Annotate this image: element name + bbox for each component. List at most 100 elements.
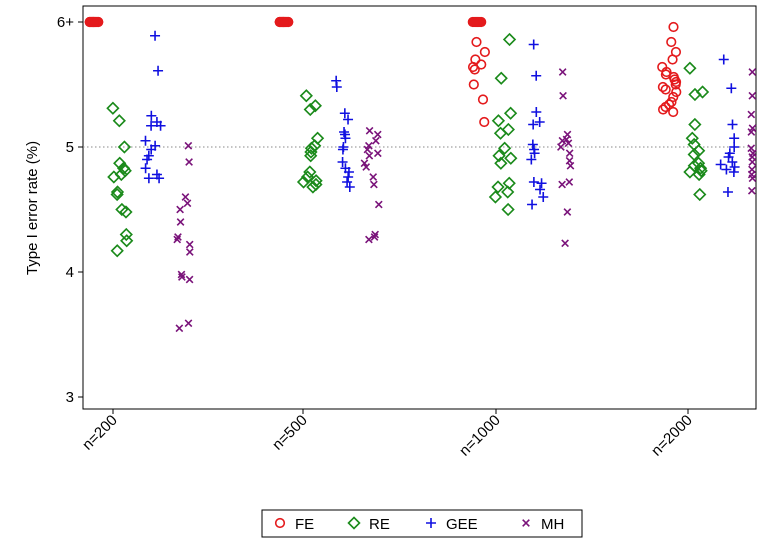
fe-point [668, 106, 679, 118]
mh-point [362, 163, 371, 171]
re-point [491, 114, 506, 128]
y-axis-label: Type I error rate (%) [24, 141, 41, 275]
gee-point [536, 178, 547, 189]
gee-point [722, 187, 733, 197]
mh-point [565, 178, 574, 186]
gee-point [528, 119, 539, 130]
gee-point [339, 127, 350, 137]
mh-point [178, 273, 186, 281]
fe-point [667, 54, 678, 65]
gee-point [343, 114, 354, 125]
x-tick-label: n=500 [269, 412, 311, 454]
mh-point [557, 143, 565, 151]
gee-point [527, 139, 538, 150]
re-point [503, 106, 518, 120]
gee-point [343, 172, 354, 182]
fe-point [278, 16, 289, 28]
gee-point [142, 154, 153, 165]
gee-point [140, 163, 151, 174]
mh-point [369, 173, 378, 181]
mh-point [566, 161, 575, 170]
mh-point [561, 239, 569, 248]
mh-point [181, 193, 190, 201]
fe-point [666, 96, 677, 108]
gee-point [528, 39, 539, 50]
legend-fe-icon [274, 517, 286, 529]
legend-label: GEE [446, 516, 478, 533]
fe-point [660, 84, 671, 95]
gee-point [715, 159, 726, 170]
re-point [303, 165, 317, 179]
mh-point [558, 180, 566, 189]
fe-point [479, 46, 490, 58]
mh-point [365, 126, 374, 135]
re-point [502, 32, 517, 47]
mh-point [371, 230, 380, 239]
mh-point [185, 158, 193, 166]
re-point [683, 61, 697, 75]
re-point [695, 85, 710, 99]
y-tick-label: 6+ [57, 14, 74, 31]
legend-label: RE [369, 516, 390, 533]
y-tick-label: 3 [66, 389, 74, 406]
gee-point [155, 120, 166, 131]
re-point [492, 149, 506, 163]
re-point [304, 141, 319, 155]
re-point [694, 164, 708, 178]
re-point [688, 87, 702, 102]
fe-point [479, 116, 490, 128]
re-point [497, 141, 512, 155]
fe-point [670, 79, 681, 90]
fe-point [476, 16, 487, 28]
re-point [119, 205, 133, 219]
mh-point [747, 128, 756, 136]
gee-point [344, 182, 355, 192]
legend-label: FE [295, 516, 314, 533]
re-point [309, 174, 323, 188]
re-point [685, 131, 699, 145]
re-point [493, 126, 508, 140]
gee-point [728, 167, 739, 177]
gee-point [146, 110, 157, 121]
mh-point [176, 218, 185, 226]
y-axis: 3 4 5 6+ [57, 14, 83, 406]
legend-label: MH [541, 516, 564, 533]
y-tick-label: 5 [66, 139, 74, 156]
gee-point [721, 164, 732, 175]
re-point [688, 117, 702, 132]
re-point [106, 101, 120, 115]
re-point [501, 185, 515, 199]
fe-point [660, 101, 671, 113]
mh-point [173, 235, 182, 244]
mh-point [559, 91, 567, 100]
re-point [304, 149, 318, 163]
re-point [693, 161, 708, 175]
mh-point [365, 235, 373, 244]
fe-point [668, 91, 679, 103]
y-tick-label: 4 [66, 264, 74, 281]
gee-point [343, 167, 354, 177]
fe-point [668, 21, 679, 33]
mh-point [370, 233, 379, 241]
x-tick-label: n=2000 [648, 412, 696, 460]
re-point [110, 187, 124, 202]
gee-point [339, 108, 350, 119]
fe-point [477, 94, 489, 105]
re-point [692, 167, 706, 182]
re-point [120, 234, 134, 248]
mh-point [748, 68, 757, 76]
fe-point [657, 81, 669, 93]
gee-point [529, 148, 540, 159]
re-point [488, 190, 503, 204]
x-axis: n=200 n=500 n=1000 n=2000 [79, 409, 696, 460]
fe-point [666, 36, 677, 48]
mh-point [563, 208, 572, 216]
re-point [119, 227, 133, 242]
gee-point [146, 144, 157, 155]
gee-point [527, 199, 538, 210]
gee-point [726, 83, 737, 94]
gee-point [146, 120, 157, 131]
gee-point [526, 154, 537, 165]
mh-point [185, 275, 194, 284]
mh-point [363, 145, 372, 154]
